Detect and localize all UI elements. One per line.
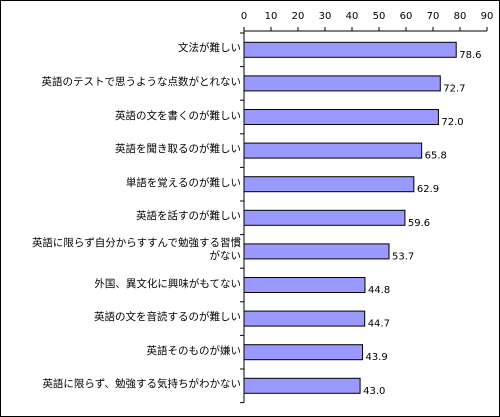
- x-tick-label: 80: [454, 11, 467, 22]
- bar: [243, 344, 364, 361]
- category-label-line: 文法が難しい: [178, 42, 241, 55]
- category-label-line: 英語を話すのが難しい: [136, 210, 241, 223]
- category-label: 外国、異文化に興味がもてない: [3, 278, 241, 291]
- data-label: 59.6: [408, 218, 430, 229]
- x-tick-label: 20: [292, 11, 305, 22]
- category-label: 英語を話すのが難しい: [3, 210, 241, 223]
- data-label: 65.8: [425, 151, 447, 162]
- category-label: 英語のテストで思うような点数がとれない: [3, 75, 242, 89]
- category-label-line: がない: [209, 250, 242, 263]
- data-label: 43.0: [363, 386, 385, 397]
- bar: [243, 176, 415, 193]
- bar: [243, 310, 366, 327]
- data-label: 62.9: [417, 184, 439, 195]
- bar: [243, 41, 457, 58]
- bar: [243, 75, 441, 92]
- bar: [243, 209, 406, 226]
- bar: [243, 377, 361, 394]
- data-label: 72.7: [443, 83, 465, 94]
- category-label: 英語に限らず、勉強する気持ちがわかない: [3, 378, 241, 391]
- category-label: 英語そのものが嫌い: [3, 344, 242, 358]
- category-label-line: 英語を聞き取るのが難しい: [115, 143, 241, 156]
- x-tick-label: 30: [319, 11, 332, 22]
- data-label: 53.7: [392, 251, 414, 262]
- category-label-line: 英語の文を音読するのが難しい: [94, 311, 241, 324]
- category-label: 単語を覚えるのが難しい: [3, 177, 241, 190]
- category-label: 文法が難しい: [3, 42, 241, 55]
- x-tick-label: 0: [241, 11, 247, 22]
- x-tick-label: 70: [427, 11, 440, 22]
- bar: [243, 142, 423, 159]
- category-label: 英語の文を音読するのが難しい: [3, 311, 241, 324]
- bar: [243, 243, 390, 260]
- data-label: 44.8: [368, 285, 390, 296]
- bar: [243, 277, 366, 293]
- data-label: 72.0: [441, 117, 463, 128]
- x-tick-label: 60: [400, 11, 413, 22]
- category-label-line: 外国、異文化に興味がもてない: [94, 277, 241, 290]
- category-label: 英語を聞き取るのが難しい: [3, 143, 241, 156]
- x-tick-label: 90: [481, 11, 494, 22]
- category-label-line: 英語のテストで思うような点数がとれない: [41, 75, 242, 88]
- category-label-line: 英語に限らず自分からすすんで勉強する習慣: [31, 237, 241, 250]
- data-label: 44.7: [368, 319, 390, 330]
- category-label-line: 単語を覚えるのが難しい: [125, 176, 241, 189]
- data-label: 43.9: [366, 352, 388, 363]
- category-label: 英語の文を書くのが難しい: [3, 110, 241, 123]
- category-label: 英語に限らず自分からすすんで勉強する習慣 がない: [3, 237, 241, 263]
- category-label-line: 英語そのものが嫌い: [146, 344, 242, 357]
- category-label-line: 英語に限らず、勉強する気持ちがわかない: [42, 378, 241, 391]
- x-tick-label: 10: [265, 11, 278, 22]
- bar: [243, 109, 439, 125]
- category-label-line: 英語の文を書くのが難しい: [115, 109, 241, 122]
- x-tick-label: 50: [373, 11, 386, 22]
- x-tick-label: 40: [346, 11, 359, 22]
- data-label: 78.6: [459, 50, 481, 61]
